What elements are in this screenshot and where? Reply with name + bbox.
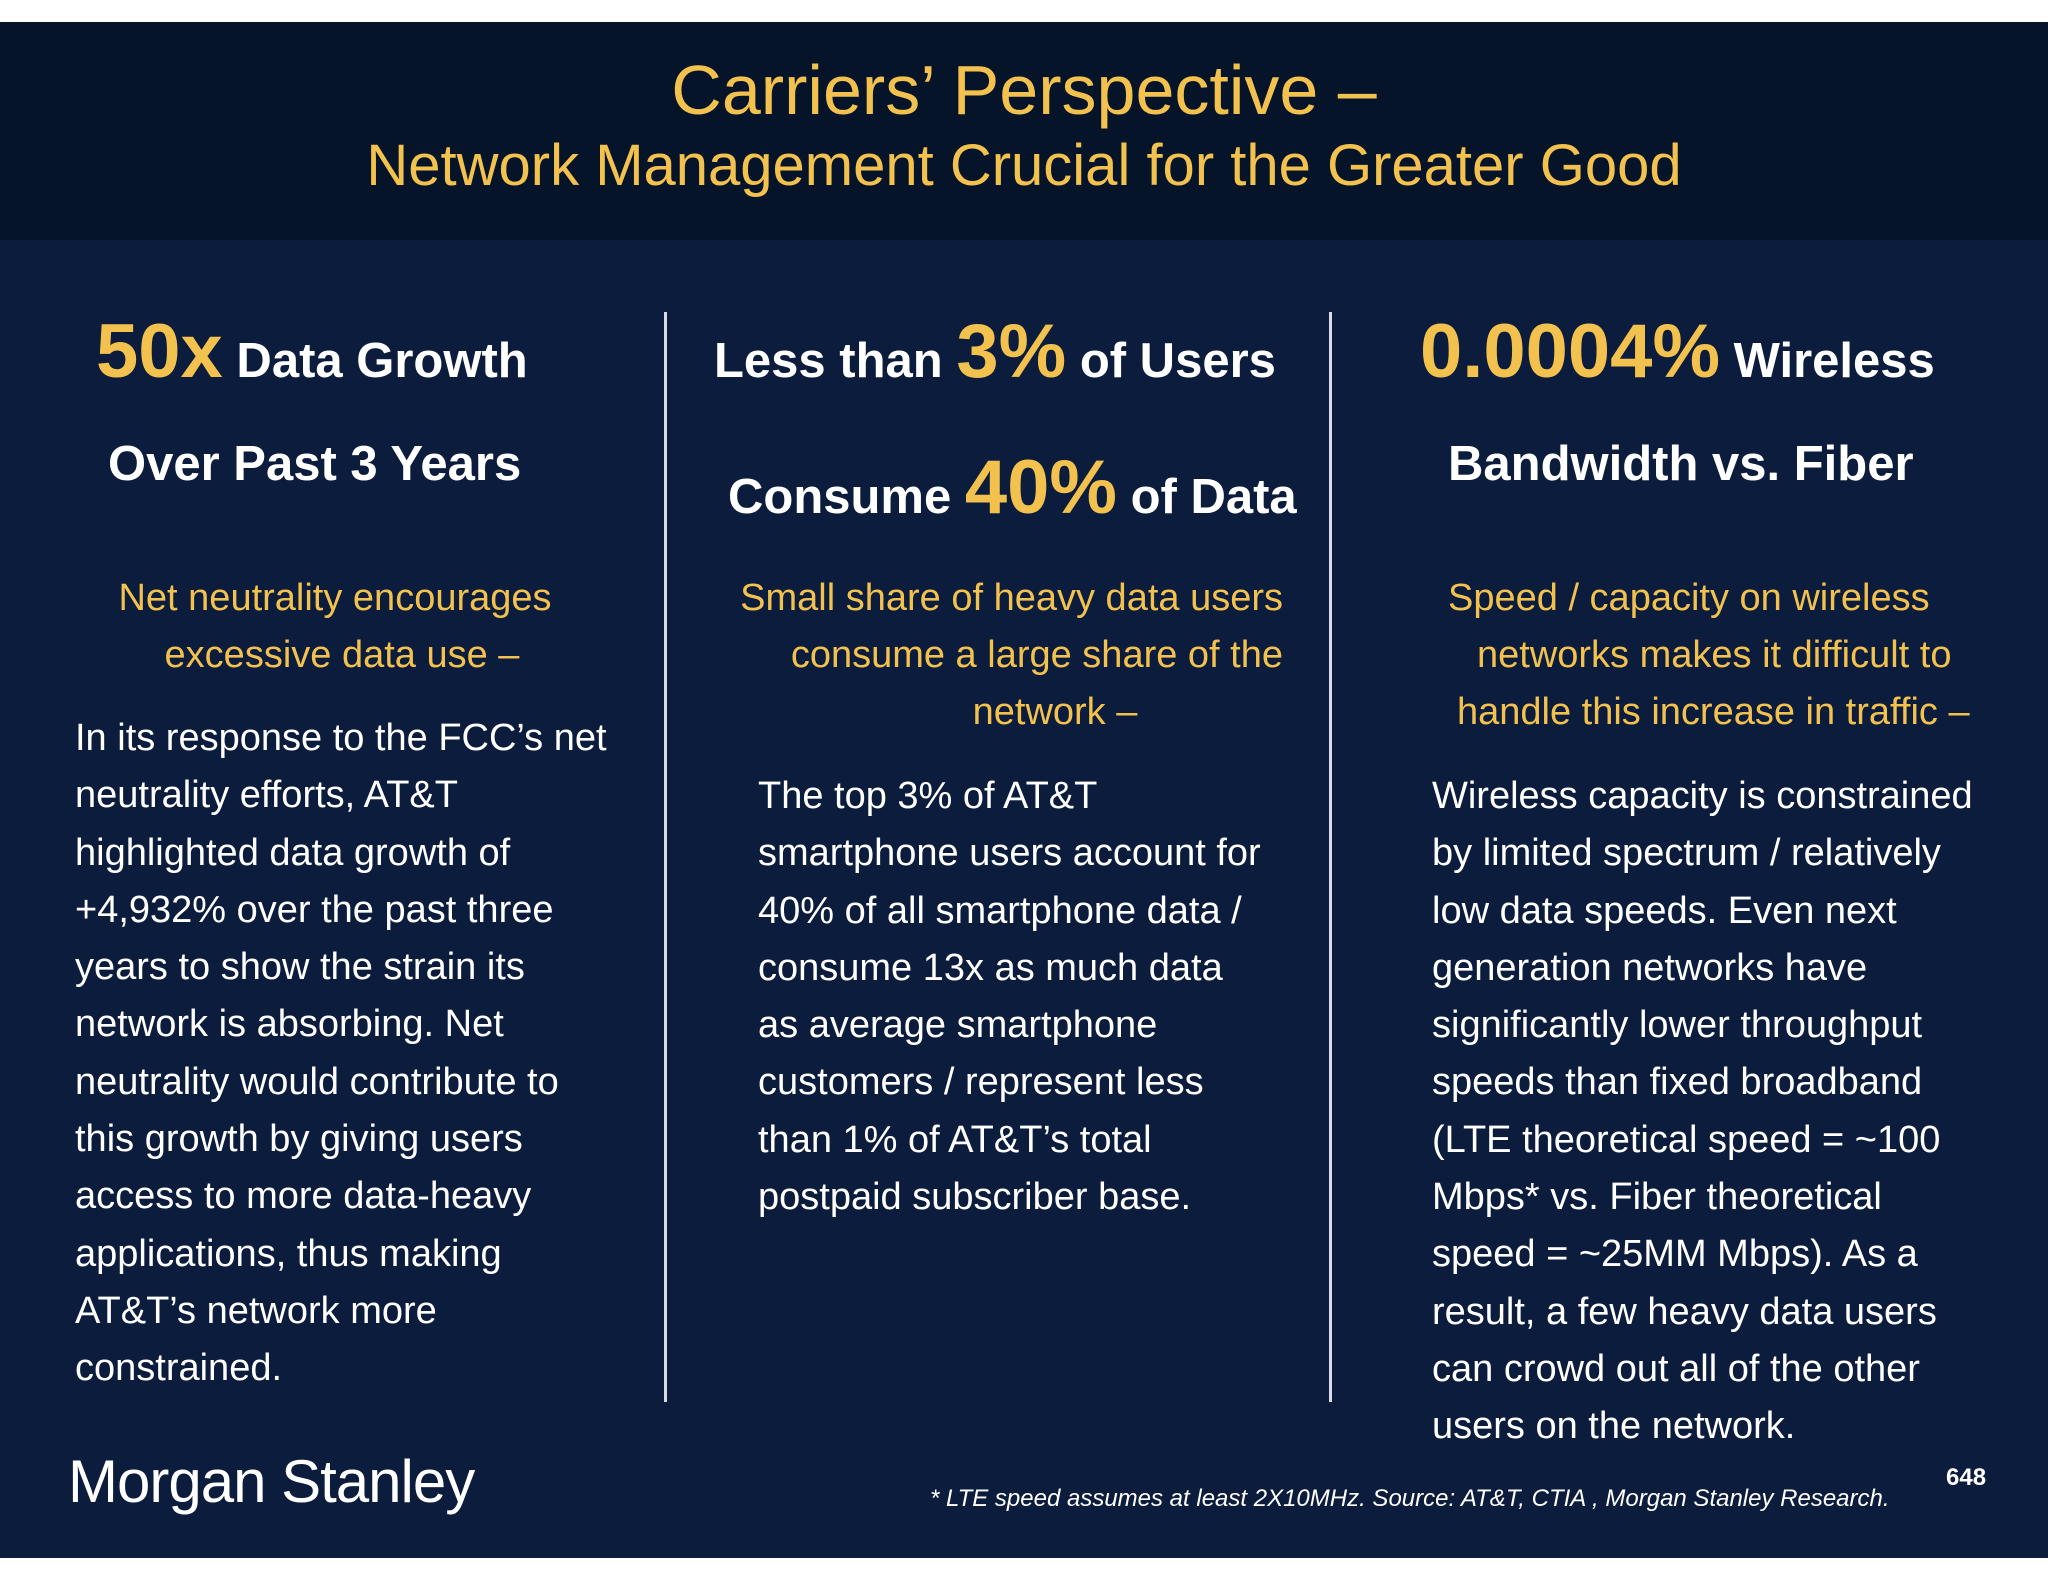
col3-body-line: significantly lower throughput [1432, 1004, 1923, 1047]
col2-body-line: postpaid subscriber base. [758, 1176, 1192, 1219]
col2-headline-text: of Users [1066, 334, 1276, 388]
col1-subtitle: Net neutrality encourages excessive data… [60, 570, 610, 684]
col2-subtitle: Small share of heavy data users consume … [700, 570, 1300, 741]
col1-subtitle-line: Net neutrality encourages [118, 577, 552, 619]
col1-body-line: In its response to the FCC’s net [75, 717, 607, 759]
col1-subtitle-line: excessive data use – [164, 634, 520, 676]
footnote: * LTE speed assumes at least 2X10MHz. So… [930, 1485, 1890, 1512]
slide-subtitle: Network Management Crucial for the Great… [366, 133, 1682, 198]
col2-subtitle-line: Small share of heavy data users [740, 577, 1283, 619]
col3-subtitle-line: Speed / capacity on wireless [1448, 577, 1930, 619]
col3-body-line: (LTE theoretical speed = ~100 [1432, 1118, 1941, 1161]
col1-headline-stat: 50x [96, 309, 223, 394]
col2-body-line: than 1% of AT&T’s total [758, 1118, 1152, 1161]
col1-headline: 50x Data Growth [96, 314, 528, 391]
col1-body-line: this growth by giving users [75, 1118, 523, 1161]
column-divider-right [1329, 312, 1332, 1402]
col3-body-line: generation networks have [1432, 946, 1868, 989]
col1-body: In its response to the FCC’s net neutral… [75, 710, 607, 1398]
col1-body-line: constrained. [75, 1347, 283, 1390]
col2-headline2-prefix: Consume [728, 470, 965, 524]
col1-body-line: applications, thus making [75, 1232, 502, 1275]
page-number: 648 [1946, 1464, 1987, 1491]
slide-title: Carriers’ Perspective – [671, 51, 1377, 129]
col3-headline-stat: 0.0004% [1420, 309, 1721, 394]
col3-body-line: speed = ~25MM Mbps). As a [1432, 1233, 1918, 1276]
col1-body-line: highlighted data growth of [75, 831, 511, 874]
column-divider-left [664, 312, 667, 1402]
col3-body-line: users on the network. [1432, 1405, 1796, 1448]
col1-body-line: years to show the strain its [75, 946, 525, 989]
col2-body-line: customers / represent less [758, 1061, 1204, 1104]
col2-body-line: The top 3% of AT&T [758, 775, 1098, 817]
col3-body-line: low data speeds. Even next [1432, 889, 1897, 932]
col2-subtitle-line: network – [972, 691, 1138, 733]
col2-body-line: as average smartphone [758, 1004, 1158, 1047]
col1-body-line: neutrality would contribute to [75, 1060, 559, 1103]
col3-body-line: Wireless capacity is constrained [1432, 775, 1973, 817]
col2-headline2-text: of Data [1117, 470, 1297, 524]
col2-subtitle-line: consume a large share of the [790, 634, 1283, 676]
col1-body-line: network is absorbing. Net [75, 1003, 504, 1046]
col3-body-line: by limited spectrum / relatively [1432, 832, 1941, 875]
col3-subtitle-line: networks makes it difficult to [1477, 634, 1952, 676]
col2-headline: Less than 3% of Users [714, 314, 1276, 391]
col3-body-line: speeds than fixed broadband [1432, 1061, 1923, 1104]
col1-body-line: neutrality efforts, AT&T [75, 774, 458, 817]
col2-body: The top 3% of AT&T smartphone users acco… [758, 768, 1261, 1226]
col2-body-line: 40% of all smartphone data / [758, 889, 1242, 932]
col2-body-line: consume 13x as much data [758, 946, 1223, 989]
col3-headline: 0.0004% Wireless [1420, 314, 1935, 391]
col1-body-line: access to more data-heavy [75, 1175, 532, 1218]
col3-subtitle-line: handle this increase in traffic – [1457, 691, 1970, 733]
title-band: Carriers’ Perspective – Network Manageme… [0, 22, 2048, 240]
col2-headline-stat: 3% [956, 309, 1067, 394]
col2-headline-prefix: Less than [714, 334, 957, 388]
col3-headline-line2: Bandwidth vs. Fiber [1448, 437, 1914, 491]
col3-headline-text: Wireless [1720, 334, 1935, 388]
morgan-stanley-logo: Morgan Stanley [68, 1448, 475, 1515]
col2-headline-line2: Consume 40% of Data [728, 450, 1297, 527]
col1-headline-text: Data Growth [222, 334, 528, 388]
col3-body-line: Mbps* vs. Fiber theoretical [1432, 1176, 1882, 1219]
col2-headline2-stat: 40% [964, 445, 1117, 530]
col1-body-line: AT&T’s network more [75, 1289, 437, 1332]
col3-body-line: result, a few heavy data users [1432, 1290, 1937, 1333]
col3-body: Wireless capacity is constrained by limi… [1432, 768, 1973, 1456]
slide: Carriers’ Perspective – Network Manageme… [0, 22, 2048, 1558]
col2-body-line: smartphone users account for [758, 832, 1261, 875]
col1-body-line: +4,932% over the past three [75, 888, 554, 931]
col3-body-line: can crowd out all of the other [1432, 1347, 1920, 1390]
col1-headline-line2: Over Past 3 Years [108, 437, 522, 491]
col3-subtitle: Speed / capacity on wireless networks ma… [1440, 570, 2020, 741]
